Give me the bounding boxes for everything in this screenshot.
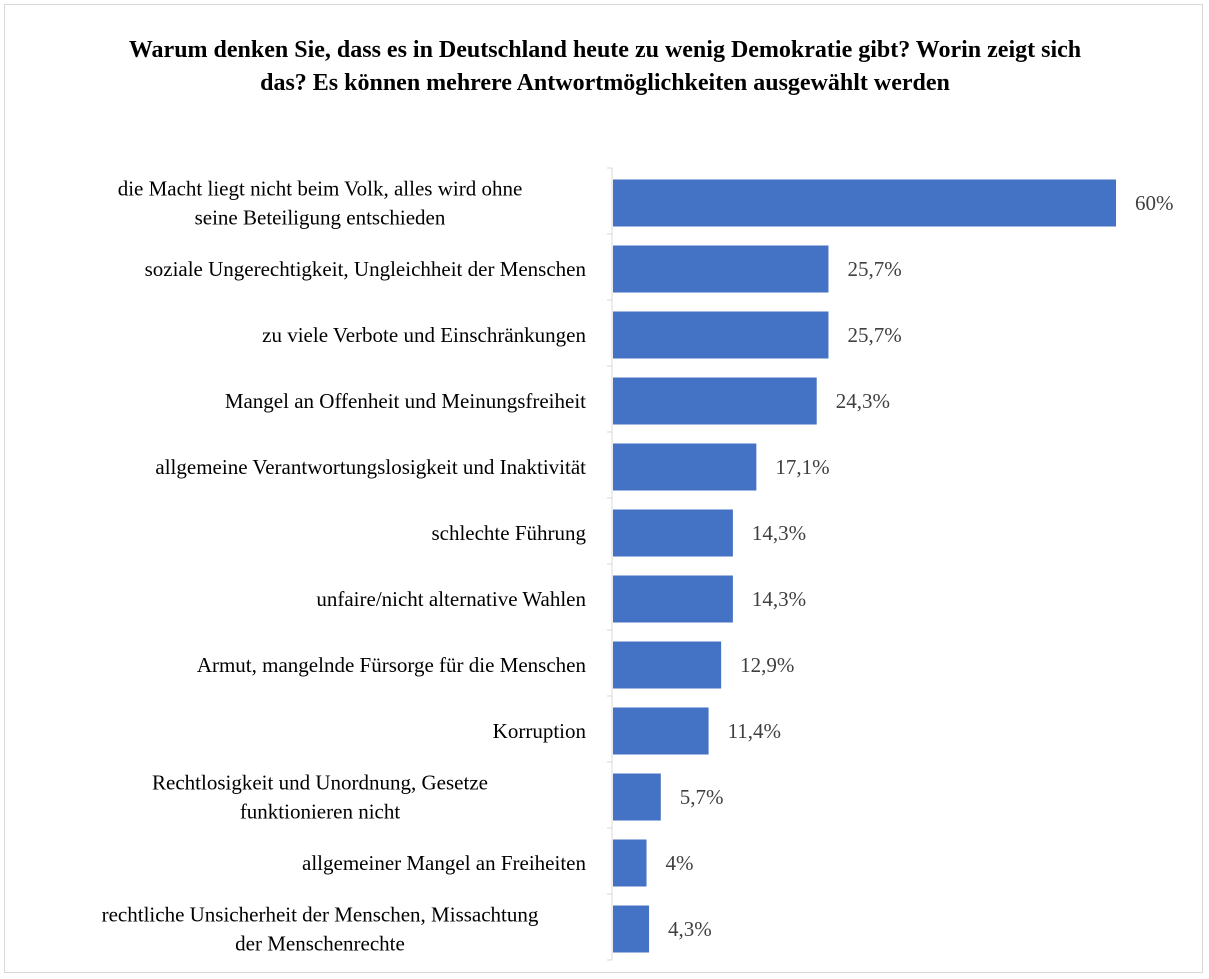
category-label: allgemeine Verantwortungslosigkeit und I… — [155, 455, 586, 479]
value-label: 60% — [1135, 191, 1174, 215]
bar — [613, 575, 733, 623]
category-label: Rechtlosigkeit und Unordnung, Gesetze — [152, 771, 488, 795]
value-label: 14,3% — [752, 587, 806, 611]
category-label: Armut, mangelnde Fürsorge für die Mensch… — [197, 653, 587, 677]
bar-group — [613, 179, 1116, 953]
category-label: zu viele Verbote und Einschränkungen — [262, 323, 586, 347]
category-label: unfaire/nicht alternative Wahlen — [316, 587, 586, 611]
value-label: 11,4% — [728, 719, 781, 743]
category-label: soziale Ungerechtigkeit, Ungleichheit de… — [145, 257, 587, 281]
bar — [613, 179, 1116, 227]
category-label: seine Beteiligung entschieden — [195, 206, 446, 230]
bar — [613, 245, 829, 293]
chart-title: Warum denken Sie, dass es in Deutschland… — [128, 37, 1082, 96]
bar — [613, 707, 709, 755]
value-label: 25,7% — [847, 323, 901, 347]
bar — [613, 311, 829, 359]
category-label: allgemeiner Mangel an Freiheiten — [302, 851, 586, 875]
value-label: 17,1% — [775, 455, 829, 479]
value-label: 4% — [666, 851, 694, 875]
value-label: 5,7% — [680, 785, 724, 809]
bar — [613, 443, 757, 491]
category-label: rechtliche Unsicherheit der Menschen, Mi… — [102, 903, 539, 927]
value-label: 14,3% — [752, 521, 806, 545]
bar — [613, 641, 722, 689]
category-label: Korruption — [493, 719, 587, 743]
category-label: schlechte Führung — [431, 521, 586, 545]
category-label: Mangel an Offenheit und Meinungsfreiheit — [225, 389, 586, 413]
category-label: die Macht liegt nicht beim Volk, alles w… — [118, 177, 523, 201]
value-label: 4,3% — [668, 917, 712, 941]
bar — [613, 509, 733, 557]
category-label: der Menschenrechte — [235, 932, 405, 956]
chart-frame — [4, 4, 1203, 973]
bar — [613, 839, 647, 887]
value-label-group: 60% 25,7% 25,7% 24,3% 17,1% 14,3% 14,3% 12,9% 11… — [666, 191, 1174, 941]
category-label-group: die Macht liegt nicht beim Volk, alles w… — [102, 177, 587, 956]
value-label: 24,3% — [836, 389, 890, 413]
category-axis — [607, 167, 613, 961]
bar — [613, 773, 661, 821]
value-label: 25,7% — [847, 257, 901, 281]
bar — [613, 905, 650, 953]
value-label: 12,9% — [740, 653, 794, 677]
bar — [613, 377, 817, 425]
category-label: funktionieren nicht — [240, 800, 401, 824]
